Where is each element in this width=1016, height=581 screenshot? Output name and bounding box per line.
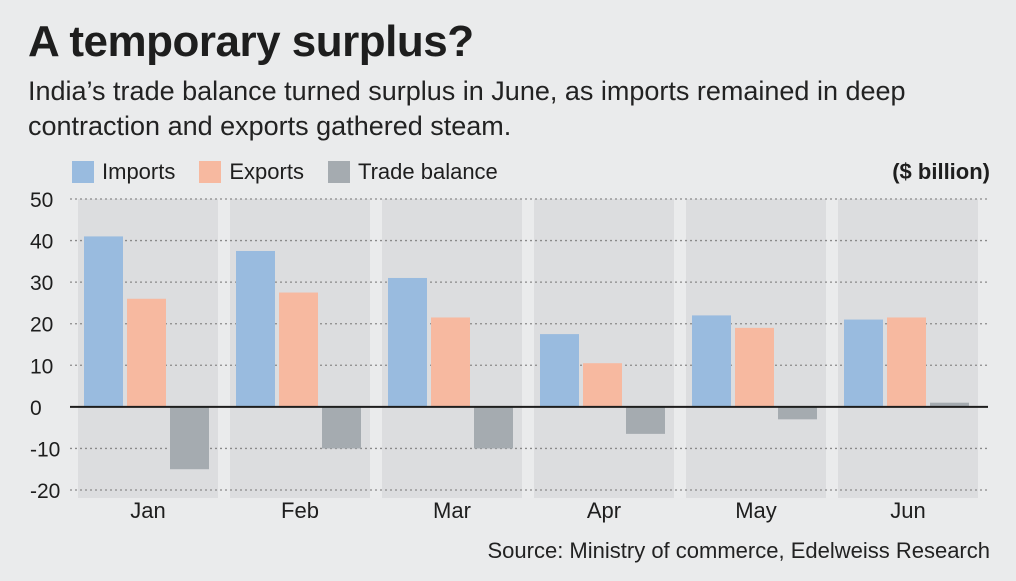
x-tick-label: Jun [890,498,925,523]
bar-exports-feb [279,292,318,407]
bar-trade-balance-jan [170,406,209,470]
bar-trade-balance-mar [474,406,513,449]
x-tick-label: Mar [433,498,471,523]
bar-exports-mar [431,317,470,407]
x-tick-label: May [735,498,777,523]
x-tick-label: Feb [281,498,319,523]
bar-imports-jan [84,236,123,407]
y-tick-label: 50 [30,189,53,212]
bar-exports-jun [887,317,926,407]
legend-swatch-imports [72,161,94,183]
bar-exports-apr [583,363,622,407]
y-tick-label: 30 [30,272,53,295]
x-tick-label: Jan [130,498,165,523]
chart-subtitle: India’s trade balance turned surplus in … [28,76,906,141]
y-tick-label: 20 [30,314,53,337]
bar-trade-balance-may [778,406,817,420]
chart-title: A temporary surplus? [28,17,474,66]
bar-imports-mar [388,277,427,407]
y-tick-label: 0 [30,397,42,420]
legend-item-imports: Imports [72,159,175,185]
bar-imports-feb [236,250,275,407]
legend-label-exports: Exports [229,159,304,184]
legend-label-imports: Imports [102,159,176,184]
bar-imports-apr [540,334,579,407]
legend-swatch-exports [199,161,222,183]
legend-item-exports: Exports [199,159,304,185]
bar-trade-balance-jun [930,402,969,407]
y-tick-label: -10 [30,438,60,461]
y-tick-label: 40 [30,231,53,254]
source-note: Source: Ministry of commerce, Edelweiss … [487,538,991,563]
bar-imports-jun [844,319,883,407]
bar-exports-jan [127,298,166,407]
legend-swatch-trade-balance [327,161,350,183]
legend-item-trade-balance: Trade balance [327,159,498,185]
y-tick-label: 10 [30,355,53,378]
legend-label-trade-balance: Trade balance [357,159,498,184]
bar-imports-may [692,315,731,407]
y-tick-label: -20 [30,480,60,503]
bar-trade-balance-feb [322,406,361,449]
unit-label: ($ billion) [892,159,990,184]
x-tick-label: Apr [587,498,621,523]
bar-trade-balance-apr [626,406,665,434]
legend: Imports Exports Trade balance [72,158,498,186]
bar-exports-may [735,327,774,407]
